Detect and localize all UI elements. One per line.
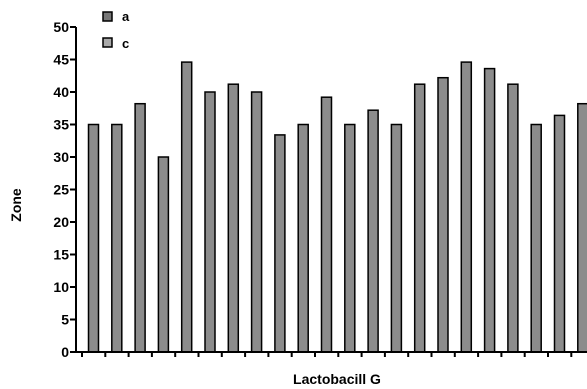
legend-label-a: a <box>122 9 130 24</box>
bar-7 <box>227 83 240 353</box>
bar-4 <box>157 156 170 353</box>
bar-17 <box>460 61 473 353</box>
y-tick-label-25: 25 <box>53 182 69 198</box>
y-ticks: 0 5 10 15 20 25 30 35 40 45 50 <box>53 19 76 360</box>
bar-21 <box>553 114 566 353</box>
bar-5 <box>180 61 193 353</box>
bar-18 <box>483 67 496 353</box>
y-tick-label-10: 10 <box>53 279 69 295</box>
legend-swatch-a <box>102 11 113 22</box>
bar-14 <box>390 123 403 353</box>
bar-20 <box>530 123 542 353</box>
bar-22 <box>577 102 587 353</box>
y-tick-label-40: 40 <box>53 84 69 100</box>
legend-label-c: c <box>122 36 129 51</box>
x-axis-title: Lactobacill G <box>293 371 381 387</box>
legend-swatch-c <box>102 37 113 48</box>
bar-8 <box>250 91 263 353</box>
y-tick-label-35: 35 <box>53 117 69 133</box>
bar-3 <box>134 102 146 353</box>
y-tick-label-30: 30 <box>53 149 69 165</box>
y-tick-label-5: 5 <box>61 312 69 328</box>
x-ticks <box>81 352 573 357</box>
bar-6 <box>204 91 216 353</box>
bar-16 <box>437 76 449 353</box>
bar-9 <box>274 134 286 353</box>
bar-2 <box>111 123 123 353</box>
bar-1 <box>87 123 100 353</box>
y-axis-title: Zone <box>8 188 24 222</box>
bar-15 <box>413 83 426 353</box>
y-tick-label-15: 15 <box>53 247 69 263</box>
bar-13 <box>367 109 379 353</box>
y-tick-label-50: 50 <box>53 19 69 35</box>
y-tick-label-0: 0 <box>61 344 69 360</box>
bars-group <box>87 61 587 353</box>
bar-11 <box>320 96 333 353</box>
y-tick-label-45: 45 <box>53 52 69 68</box>
y-tick-label-20: 20 <box>53 214 69 230</box>
bar-12 <box>344 123 356 353</box>
legend: a c <box>102 9 130 51</box>
bar-19 <box>507 83 519 353</box>
bar-10 <box>297 123 309 353</box>
